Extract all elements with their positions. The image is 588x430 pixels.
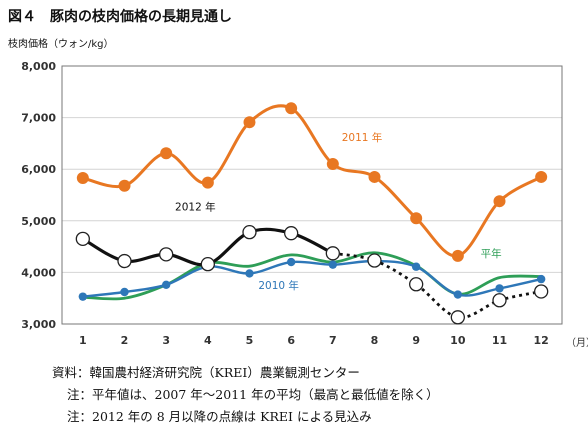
x-tick-label: 10 [450, 334, 466, 347]
point-2010 [411, 262, 421, 271]
point-2012 [242, 225, 257, 240]
point-2011 [493, 195, 506, 208]
note-average: 注：平年値は、2007 年～2011 年の平均（最高と最低値を除く） [67, 387, 439, 402]
point-2011 [243, 116, 256, 129]
y-tick-label: 3,000 [21, 318, 56, 331]
series-line-2011 [82, 104, 542, 258]
series-label: 平年 [481, 247, 502, 260]
point-2012 [117, 253, 132, 269]
point-2011 [160, 147, 173, 160]
note-source: 資料：韓国農村経済研究院（KREI）農業観測センター [52, 365, 360, 380]
point-2011 [76, 171, 89, 184]
point-2012 [450, 310, 465, 325]
point-2012 [409, 277, 424, 292]
x-tick-label: 11 [492, 334, 507, 347]
point-2011 [451, 249, 464, 262]
point-2011 [410, 212, 423, 225]
point-2012 [75, 231, 90, 247]
point-2010 [495, 284, 504, 293]
series-label: 2011 年 [342, 131, 383, 144]
note-projection: 注：2012 年の 8 月以降の点線は KREI による見込み [67, 409, 372, 424]
x-tick-label: 8 [371, 334, 379, 347]
chart-notes: 資料：韓国農村経済研究院（KREI）農業観測センター 注：平年値は、2007 年… [52, 362, 439, 428]
point-2011 [535, 170, 548, 183]
x-unit-label: （月） [566, 337, 588, 349]
point-2011 [368, 170, 381, 183]
point-2010 [536, 274, 546, 284]
point-2011 [118, 179, 131, 192]
x-tick-label: 1 [79, 334, 87, 347]
point-2010 [161, 280, 171, 289]
point-2012 [367, 253, 382, 268]
x-tick-label: 4 [204, 334, 212, 347]
point-2011 [285, 102, 298, 115]
y-tick-label: 7,000 [21, 112, 56, 125]
y-axis-label: 枝肉価格（ウォン/kg） [8, 39, 114, 50]
y-tick-label: 4,000 [21, 266, 56, 279]
series-label: 2010 年 [258, 279, 299, 292]
chart-title: 図４ 豚肉の枝肉価格の長期見通し [8, 9, 232, 25]
point-2011 [201, 176, 214, 189]
point-2010 [286, 257, 296, 267]
point-2011 [326, 158, 339, 171]
point-2012 [159, 247, 174, 262]
y-tick-label: 5,000 [21, 215, 56, 228]
y-tick-label: 8,000 [21, 60, 56, 73]
x-tick-label: 12 [534, 334, 549, 347]
point-2010 [78, 292, 88, 301]
point-2012 [200, 256, 215, 272]
point-2012 [534, 284, 549, 299]
x-tick-label: 2 [121, 334, 129, 347]
series-label: 2012 年 [175, 200, 216, 213]
x-tick-label: 9 [412, 334, 420, 347]
point-2010 [328, 260, 338, 269]
point-2010 [453, 290, 463, 299]
plot-frame [61, 65, 563, 325]
point-2010 [245, 269, 254, 278]
x-tick-label: 6 [287, 334, 295, 347]
point-2010 [120, 287, 129, 297]
x-tick-label: 5 [246, 334, 254, 347]
series-line-heinen [82, 251, 542, 301]
point-2012 [325, 246, 340, 261]
point-2012 [492, 293, 507, 308]
x-tick-label: 3 [162, 334, 170, 347]
y-tick-label: 6,000 [21, 163, 56, 176]
x-tick-label: 7 [329, 334, 337, 347]
point-2012 [284, 226, 299, 241]
